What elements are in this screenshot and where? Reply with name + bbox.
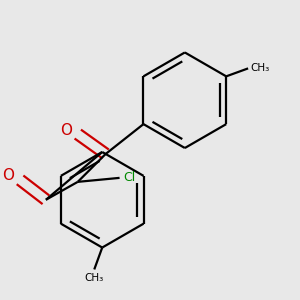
Text: O: O [2, 168, 14, 183]
Text: CH₃: CH₃ [85, 273, 104, 284]
Text: Cl: Cl [124, 171, 136, 184]
Text: CH₃: CH₃ [250, 63, 269, 74]
Text: O: O [60, 123, 72, 138]
